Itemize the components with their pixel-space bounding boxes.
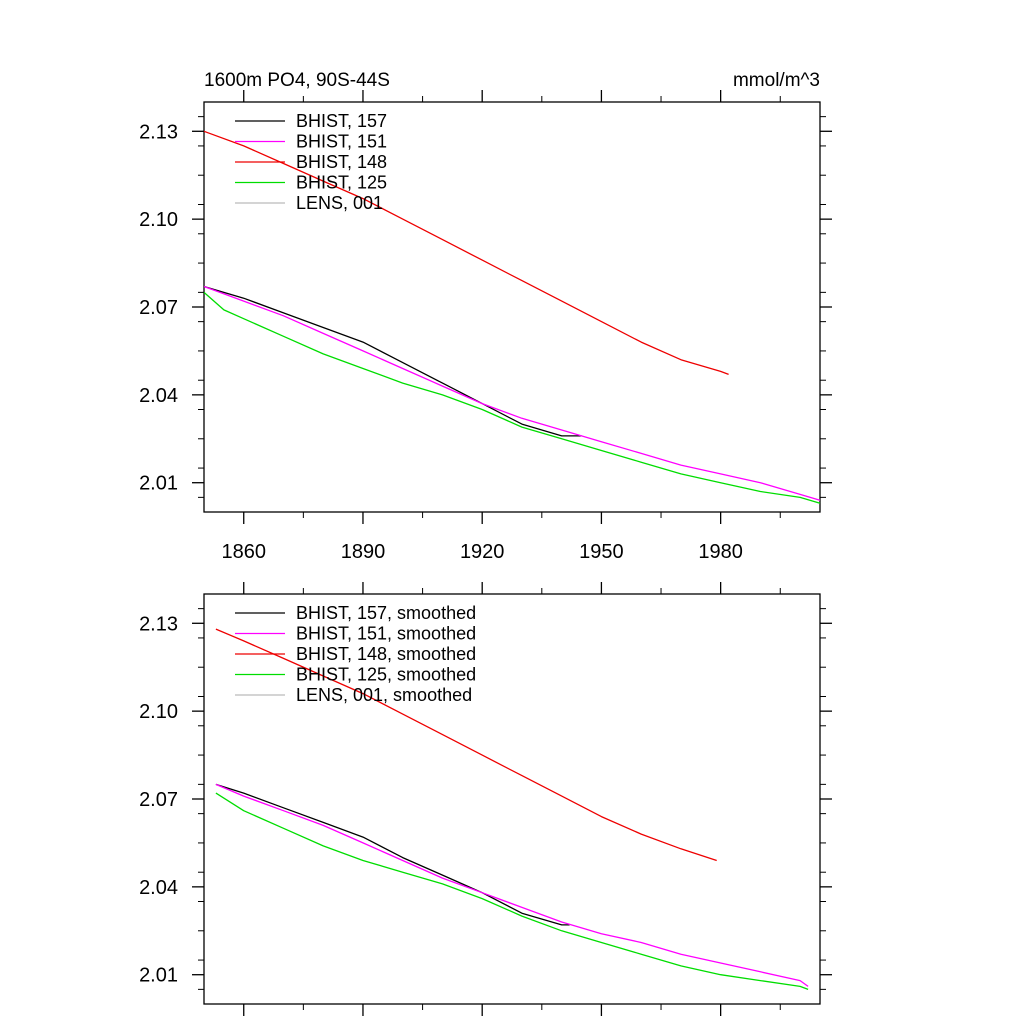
legend-label: LENS, 001, smoothed <box>296 685 472 705</box>
x-tick-label: 1980 <box>698 541 743 563</box>
chart-title: 1600m PO4, 90S-44S <box>204 70 390 91</box>
legend-label: BHIST, 125 <box>296 173 387 193</box>
series-line <box>215 792 809 991</box>
y-tick-label: 2.04 <box>139 877 178 899</box>
series-line <box>215 783 570 926</box>
y-tick-label: 2.13 <box>139 613 178 635</box>
legend-label: BHIST, 157, smoothed <box>296 603 476 623</box>
units-label: mmol/m^3 <box>733 70 820 91</box>
series-line <box>203 130 729 376</box>
series-line <box>215 783 809 987</box>
legend-label: BHIST, 151, smoothed <box>296 624 476 644</box>
y-tick-label: 2.04 <box>139 385 178 407</box>
series-line <box>203 285 821 501</box>
legend-label: BHIST, 151 <box>296 132 387 152</box>
y-tick-label: 2.07 <box>139 789 178 811</box>
legend-label: LENS, 001 <box>296 193 383 213</box>
y-tick-label: 2.01 <box>139 473 178 495</box>
y-tick-label: 2.01 <box>139 965 178 987</box>
chart-panel-top: 1600m PO4, 90S-44S mmol/m^3 2.13 2.10 2.07… <box>139 70 832 563</box>
x-tick-label: 1860 <box>221 541 266 563</box>
legend-label: BHIST, 125, smoothed <box>296 665 476 685</box>
chart-panel-bottom: 2.13 2.10 2.07 2.04 2.01 BHIST, 157, smoothed… <box>139 582 832 1016</box>
x-tick-label: 1920 <box>460 541 505 563</box>
x-tick-label: 1950 <box>579 541 624 563</box>
x-tick-label: 1890 <box>341 541 386 563</box>
y-tick-label: 2.13 <box>139 121 178 143</box>
series-line <box>203 285 582 437</box>
y-tick-label: 2.10 <box>139 209 178 231</box>
legend-label: BHIST, 148, smoothed <box>296 644 476 664</box>
series-line <box>203 291 821 504</box>
series-line <box>215 628 717 862</box>
legend-label: BHIST, 157 <box>296 111 387 131</box>
legend-label: BHIST, 148 <box>296 152 387 172</box>
y-tick-label: 2.10 <box>139 701 178 723</box>
y-tick-label: 2.07 <box>139 297 178 319</box>
